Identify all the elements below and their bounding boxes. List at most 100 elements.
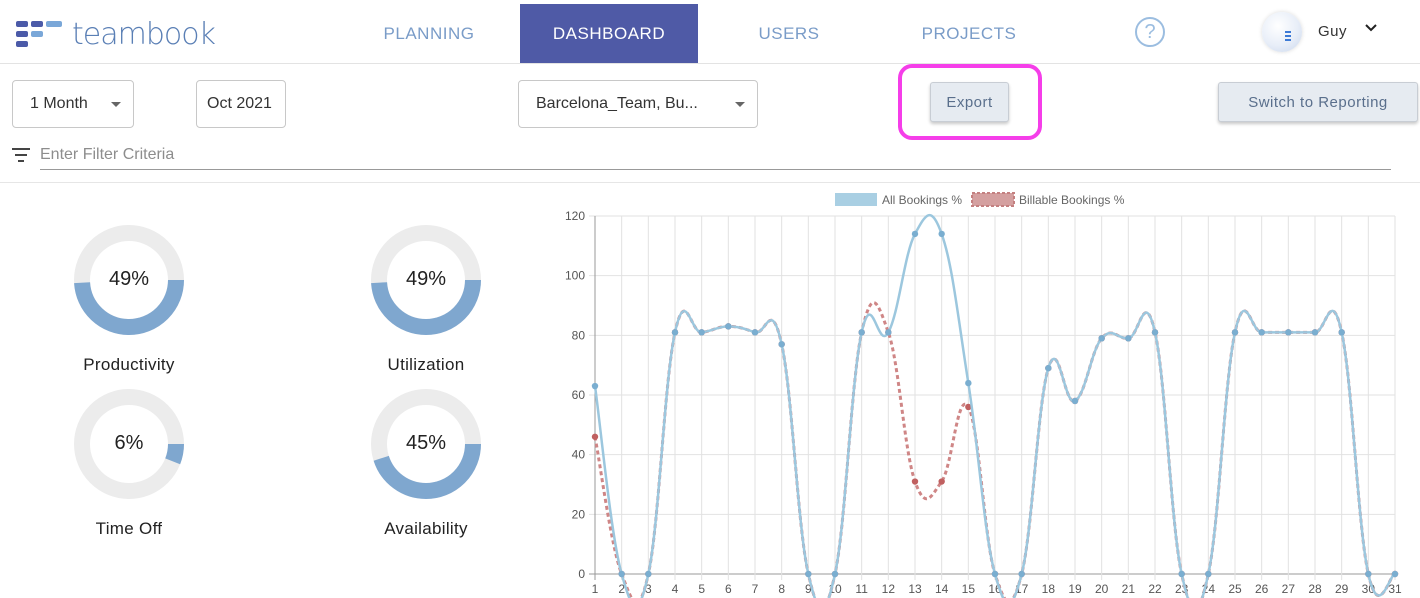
billable-bookings-legend-label: Billable Bookings %	[1019, 193, 1125, 207]
x-tick-label: 28	[1308, 582, 1322, 596]
logo-text: teambook	[72, 16, 216, 52]
x-tick-label: 9	[805, 582, 812, 596]
y-tick-label: 20	[572, 507, 586, 521]
all-bookings-point	[751, 329, 759, 336]
x-tick-label: 12	[882, 582, 896, 596]
all-bookings-point	[1391, 570, 1399, 578]
billable-bookings-point	[938, 478, 945, 485]
teambook-logo[interactable]: teambook	[14, 16, 216, 52]
divider	[0, 182, 1420, 183]
all-bookings-point	[671, 329, 679, 336]
availability-label: Availability	[384, 519, 468, 538]
time-off-value: 6%	[114, 432, 144, 454]
x-tick-label: 21	[1122, 582, 1136, 596]
productivity-value: 49%	[108, 268, 150, 290]
utilization-label: Utilization	[387, 355, 465, 374]
filter-input[interactable]	[40, 141, 1391, 170]
availability-value: 45%	[405, 432, 447, 454]
export-highlight-outline	[898, 64, 1042, 140]
availability-arc	[371, 389, 481, 499]
avatar[interactable]	[1262, 12, 1302, 52]
team-select[interactable]: Barcelona_Team, Bu...	[518, 80, 758, 128]
x-tick-label: 26	[1255, 582, 1269, 596]
utilization-value: 49%	[405, 268, 447, 290]
help-icon[interactable]: ?	[1135, 17, 1165, 47]
time-off-ring	[74, 389, 184, 499]
switch-to-reporting-button[interactable]: Switch to Reporting	[1218, 82, 1418, 122]
x-tick-label: 27	[1282, 582, 1296, 596]
productivity-arc	[74, 225, 184, 335]
utilization-ring	[371, 225, 481, 335]
all-bookings-point	[618, 570, 625, 578]
y-tick-label: 0	[578, 567, 585, 581]
filter-icon[interactable]	[12, 148, 30, 162]
all-bookings-point	[725, 323, 732, 330]
all-bookings-point	[885, 329, 892, 336]
tab-dashboard[interactable]: DASHBOARD	[520, 4, 698, 63]
x-tick-label: 15	[962, 582, 976, 596]
y-tick-label: 100	[565, 269, 585, 283]
user-name[interactable]: Guy	[1318, 23, 1348, 40]
caret-down-icon	[111, 102, 121, 107]
all-bookings-point	[1205, 570, 1212, 578]
billable-bookings-legend-swatch	[971, 192, 1015, 207]
all-bookings-legend-label: All Bookings %	[882, 193, 962, 207]
all-bookings-point	[805, 570, 812, 578]
all-bookings-point	[1071, 397, 1079, 405]
tab-planning[interactable]: PLANNING	[383, 23, 475, 43]
period-select[interactable]: 1 Month	[12, 80, 134, 128]
x-tick-label: 31	[1388, 582, 1402, 596]
x-tick-label: 22	[1148, 582, 1162, 596]
all-bookings-point	[858, 329, 865, 336]
all-bookings-point	[1258, 329, 1265, 336]
billable-bookings-point	[591, 433, 599, 440]
x-tick-label: 14	[935, 582, 949, 596]
time-off-label: Time Off	[95, 519, 163, 538]
all-bookings-point	[965, 379, 972, 387]
tab-projects[interactable]: PROJECTS	[921, 23, 1017, 43]
all-bookings-point	[831, 570, 839, 578]
all-bookings-point	[1125, 335, 1132, 342]
export-button[interactable]: Export	[930, 82, 1009, 122]
x-tick-label: 8	[778, 582, 785, 596]
utilization-arc	[371, 225, 481, 335]
logo-mark-icon	[14, 18, 64, 50]
chevron-down-icon[interactable]	[1364, 21, 1378, 35]
x-tick-label: 2	[618, 582, 625, 596]
all-bookings-point	[1311, 329, 1319, 336]
x-tick-label: 25	[1228, 582, 1242, 596]
tab-users[interactable]: USERS	[758, 23, 820, 43]
team-select-value: Barcelona_Team, Bu...	[536, 95, 698, 112]
period-select-value: 1 Month	[30, 95, 88, 112]
y-tick-label: 40	[572, 448, 586, 462]
y-tick-label: 120	[565, 209, 585, 223]
x-tick-label: 18	[1042, 582, 1056, 596]
all-bookings-point	[1338, 329, 1345, 336]
all-bookings-point	[991, 570, 999, 578]
all-bookings-point	[1018, 570, 1025, 578]
availability-ring	[371, 389, 481, 499]
x-tick-label: 7	[752, 582, 759, 596]
app-header: teambook PLANNING DASHBOARD USERS PROJEC…	[0, 0, 1420, 64]
utilization-donut: 49%	[370, 224, 482, 336]
x-tick-label: 4	[672, 582, 679, 596]
all-bookings-point	[1098, 335, 1105, 342]
all-bookings-point	[938, 230, 945, 238]
date-field[interactable]: Oct 2021	[196, 80, 286, 128]
all-bookings-point	[1365, 570, 1372, 578]
all-bookings-point	[698, 329, 705, 336]
all-bookings-point	[645, 570, 652, 578]
x-tick-label: 1	[592, 582, 599, 596]
all-bookings-point	[591, 382, 599, 390]
productivity-label: Productivity	[83, 355, 175, 374]
all-bookings-point	[1045, 364, 1052, 372]
x-tick-label: 6	[725, 582, 732, 596]
availability-donut: 45%	[370, 388, 482, 500]
x-tick-label: 29	[1335, 582, 1349, 596]
billable-bookings-point	[911, 478, 919, 485]
y-tick-label: 60	[572, 388, 586, 402]
date-field-value: Oct 2021	[207, 95, 272, 112]
time-off-donut: 6%	[73, 388, 185, 500]
all-bookings-point	[1285, 329, 1292, 336]
